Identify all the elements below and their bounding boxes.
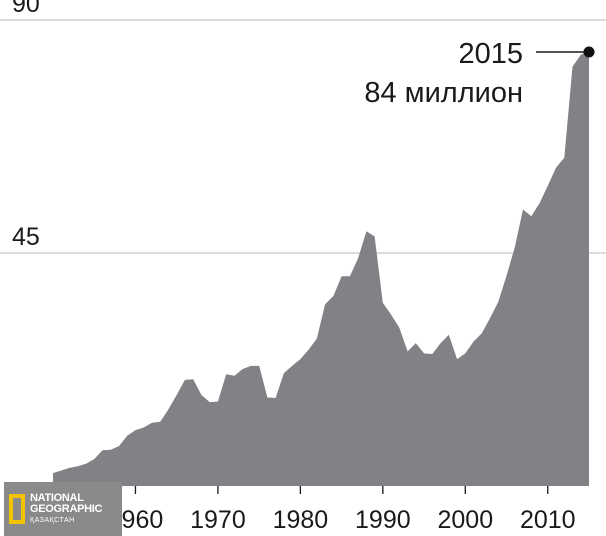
national-geographic-logo: NATIONAL GEOGRAPHIC ҚАЗАҚСТАН [4,482,122,536]
logo-line-3: ҚАЗАҚСТАН [30,516,75,524]
annotation-value-label: 84 миллион [364,77,523,109]
y-tick-label-90: 90 [12,0,40,18]
x-tick-label-1990: 1990 [355,506,411,534]
production-area [53,51,589,486]
x-tick-label-2000: 2000 [437,506,493,534]
x-tick-label-1980: 1980 [273,506,329,534]
gridlines [0,19,606,254]
y-tick-label-45: 45 [12,223,40,251]
logo-text: NATIONAL GEOGRAPHIC ҚАЗАҚСТАН [30,491,103,526]
y-axis-ticks: 45 90 [12,0,40,251]
annotation: 2015 84 миллион [364,38,595,109]
x-tick-label-1970: 1970 [190,506,246,534]
annotation-marker [583,46,595,58]
logo-line-1: NATIONAL [30,491,84,504]
annotation-year-label: 2015 [458,38,523,70]
yellow-frame-icon [9,494,25,524]
logo-line-2: GEOGRAPHIC [30,502,103,515]
x-tick-label-2010: 2010 [520,506,576,534]
